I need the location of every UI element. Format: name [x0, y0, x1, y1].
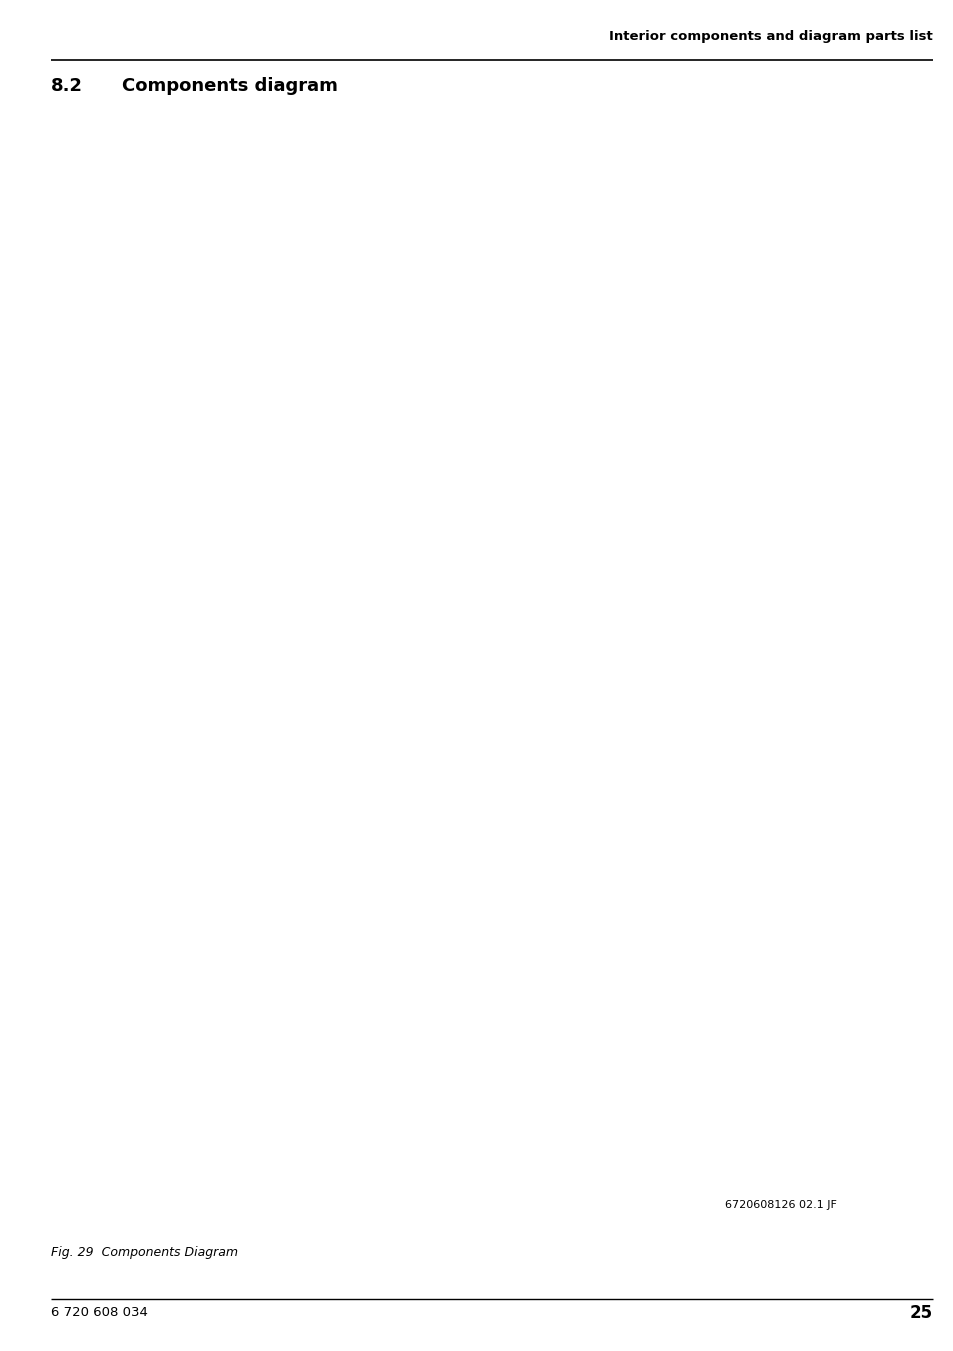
Text: Components diagram: Components diagram — [122, 77, 337, 96]
Text: 25: 25 — [909, 1305, 932, 1323]
Text: 8.2: 8.2 — [51, 77, 83, 96]
Text: Interior components and diagram parts list: Interior components and diagram parts li… — [609, 30, 932, 42]
Text: Fig. 29  Components Diagram: Fig. 29 Components Diagram — [51, 1246, 237, 1259]
Text: 6720608126 02.1 JF: 6720608126 02.1 JF — [724, 1200, 836, 1210]
Text: 6 720 608 034: 6 720 608 034 — [51, 1305, 148, 1319]
